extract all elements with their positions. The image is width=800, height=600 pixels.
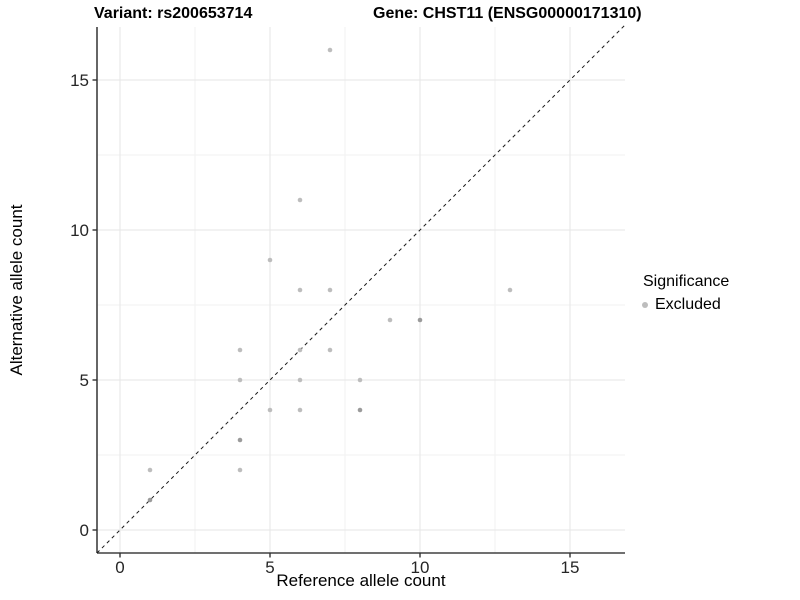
data-point: [147, 467, 153, 473]
data-point: [297, 407, 303, 413]
y-tick-label: 0: [80, 521, 89, 540]
data-point: [237, 437, 243, 443]
x-tick-label: 10: [411, 558, 430, 577]
legend-key-point-icon: [642, 302, 648, 308]
y-axis-label: Alternative allele count: [7, 204, 26, 376]
data-point: [237, 467, 243, 473]
data-point: [237, 347, 243, 353]
x-axis-label: Reference allele count: [276, 571, 446, 590]
x-tick-label: 15: [561, 558, 580, 577]
data-point: [327, 347, 333, 353]
data-point: [237, 377, 243, 383]
legend-item-label: Excluded: [655, 296, 721, 313]
data-point: [267, 257, 273, 263]
data-point: [327, 287, 333, 293]
y-tick-label: 10: [70, 221, 89, 240]
y-tick-label: 15: [70, 71, 89, 90]
data-point: [297, 377, 303, 383]
identity-line: [96, 24, 626, 554]
legend-title: Significance: [643, 273, 730, 290]
data-point: [297, 287, 303, 293]
x-tick-label: 0: [115, 558, 124, 577]
data-point: [387, 317, 393, 323]
data-point: [267, 407, 273, 413]
data-point: [357, 407, 363, 413]
legend: Significance Excluded: [642, 273, 729, 314]
plot-title-gene: Gene: CHST11 (ENSG00000171310): [373, 5, 642, 22]
data-point: [297, 197, 303, 203]
x-tick-label: 5: [265, 558, 274, 577]
y-tick-label: 5: [80, 371, 89, 390]
legend-item: Excluded: [642, 296, 729, 314]
data-point: [327, 47, 333, 53]
data-point: [357, 377, 363, 383]
plot-title-variant: Variant: rs200653714: [94, 5, 253, 22]
data-point: [297, 347, 303, 353]
data-point: [147, 497, 153, 503]
data-point: [507, 287, 513, 293]
data-point: [417, 317, 423, 323]
